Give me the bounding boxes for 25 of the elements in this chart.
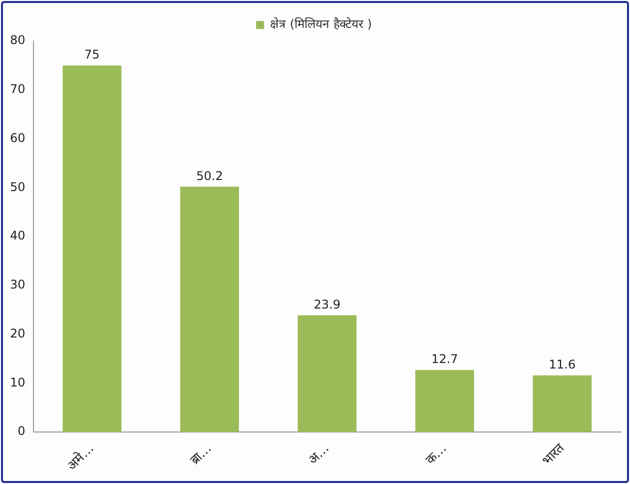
bar <box>180 186 239 432</box>
data-label: 75 <box>84 48 100 62</box>
data-label: 11.6 <box>548 357 576 372</box>
y-tick-label: 0 <box>18 424 26 438</box>
bar <box>62 65 122 432</box>
y-tick-label: 30 <box>10 278 26 292</box>
y-tick-label: 20 <box>10 326 26 340</box>
x-tick-label: ब्रा… <box>188 441 215 468</box>
x-tick-label: अमे… <box>64 440 98 474</box>
bar <box>298 315 357 432</box>
x-tick-label: अ… <box>305 441 332 468</box>
data-label: 50.2 <box>196 168 223 183</box>
y-tick-label: 80 <box>10 33 26 48</box>
y-tick-label: 10 <box>10 375 26 390</box>
x-tick-label: भारत <box>540 440 568 469</box>
bar <box>532 375 592 432</box>
data-label: 23.9 <box>314 297 340 312</box>
x-tick-label: क… <box>423 441 450 468</box>
data-label: 12.7 <box>431 352 458 366</box>
y-tick-label: 60 <box>10 130 26 145</box>
y-tick-label: 70 <box>10 82 26 96</box>
bar <box>415 370 474 432</box>
y-tick-label: 40 <box>10 228 26 243</box>
legend-label: क्षेत्र (मिलियन हैक्टेयर ) <box>270 17 372 32</box>
y-tick-label: 50 <box>10 180 26 194</box>
